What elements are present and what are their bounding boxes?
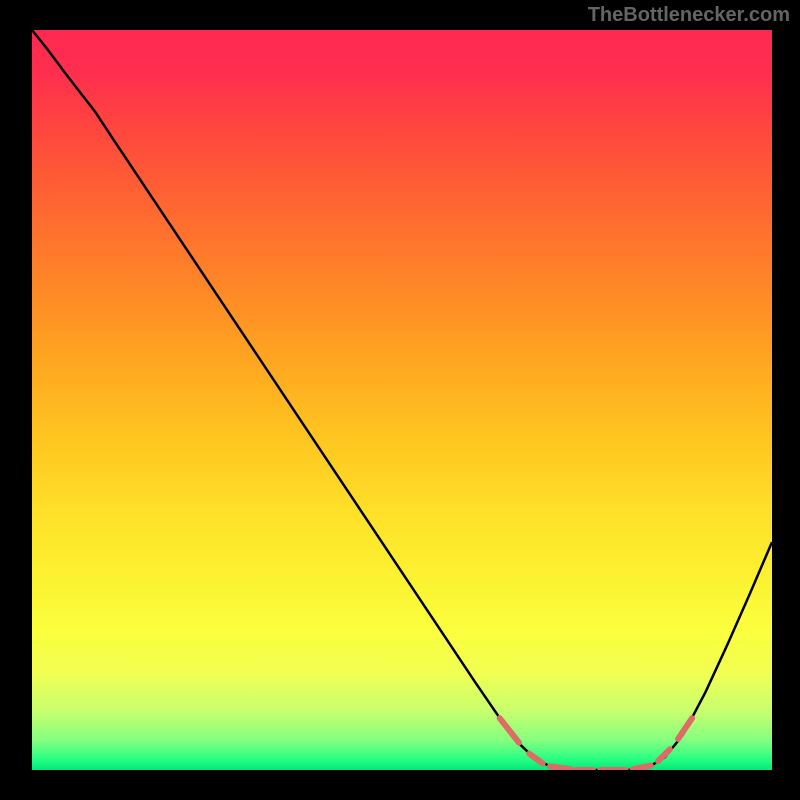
chart-svg — [32, 30, 772, 770]
valley-marker-segment — [633, 766, 651, 770]
chart-container: TheBottlenecker.com — [0, 0, 800, 800]
watermark: TheBottlenecker.com — [588, 4, 790, 27]
valley-marker-segment — [550, 766, 571, 769]
gradient-background — [32, 30, 772, 770]
